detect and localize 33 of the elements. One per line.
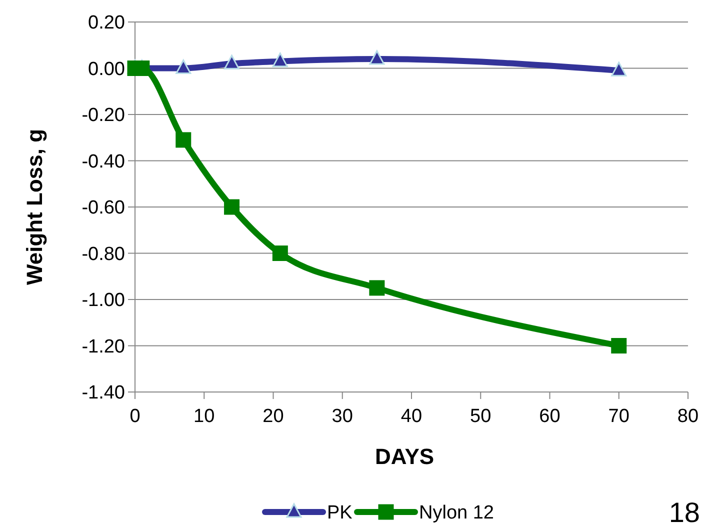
x-tick-label: 60 xyxy=(539,406,560,427)
legend-label: PK xyxy=(327,502,353,524)
y-axis-title: Weight Loss, g xyxy=(22,128,47,286)
x-tick-label: 80 xyxy=(677,406,699,427)
x-tick-label: 70 xyxy=(608,406,630,427)
y-tick-label: -1.00 xyxy=(82,290,125,312)
x-tick-label: 30 xyxy=(332,406,353,427)
point xyxy=(176,60,192,74)
point xyxy=(176,132,192,148)
x-tick-label: 10 xyxy=(194,406,215,427)
legend-label: Nylon 12 xyxy=(419,502,494,524)
point xyxy=(369,50,385,65)
point xyxy=(369,280,385,296)
point xyxy=(224,199,240,215)
y-tick-label: 0.20 xyxy=(88,12,125,34)
point xyxy=(611,338,627,354)
y-tick-label: -0.40 xyxy=(82,151,125,172)
y-tick-label: -1.20 xyxy=(82,336,125,358)
x-tick-label: 50 xyxy=(470,406,492,427)
text: 18 xyxy=(668,497,700,526)
y-tick-label: 0.00 xyxy=(88,58,125,80)
y-tick-label: -0.20 xyxy=(82,105,125,126)
point xyxy=(272,246,288,261)
point xyxy=(272,52,288,68)
point xyxy=(611,62,627,76)
y-tick-label: -1.40 xyxy=(82,382,125,404)
x-tick-label: 0 xyxy=(130,406,140,427)
x-axis-title: DAYS xyxy=(374,444,434,469)
x-tick-label: 40 xyxy=(400,406,422,427)
y-tick-label: -0.60 xyxy=(82,198,125,219)
y-tick-label: -0.80 xyxy=(82,244,125,265)
x-tick-label: 20 xyxy=(262,406,284,427)
point xyxy=(224,54,240,70)
